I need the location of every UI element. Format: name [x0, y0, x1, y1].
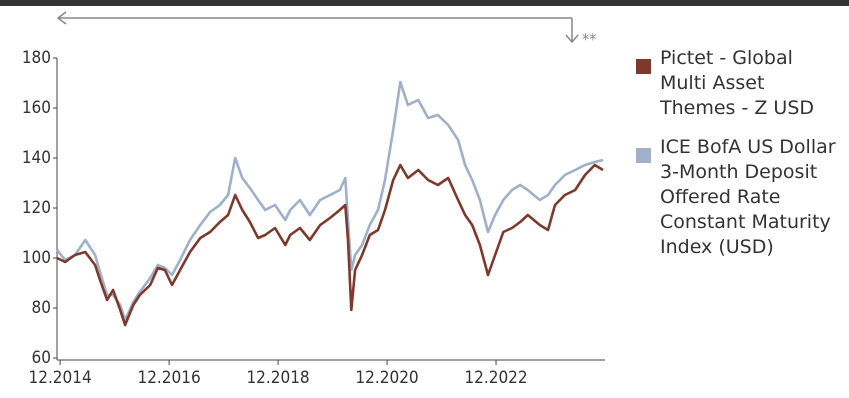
x-tick-label: 12.2022 [464, 368, 527, 388]
x-tick-label: 12.2018 [246, 368, 309, 388]
legend-item: ICE BofA US Dollar 3-Month Deposit Offer… [636, 135, 836, 260]
period-arrow [56, 11, 579, 44]
x-tick-label: 12.2014 [28, 368, 91, 388]
series-line [55, 80, 604, 322]
legend-swatch [636, 59, 651, 74]
legend-swatch [636, 148, 651, 163]
y-tick-label: 100 [22, 248, 51, 268]
x-tick-label: 12.2020 [355, 368, 418, 388]
legend-item: Pictet - Global Multi Asset Themes - Z U… [636, 46, 836, 121]
y-tick-label: 180 [22, 48, 51, 68]
y-tick-label: 140 [22, 148, 51, 168]
y-tick-label: 80 [32, 298, 51, 318]
x-tick-label: 12.2016 [137, 368, 200, 388]
y-tick-label: 160 [22, 98, 51, 118]
legend-label: ICE BofA US Dollar 3-Month Deposit Offer… [660, 136, 836, 258]
legend-label: Pictet - Global Multi Asset Themes - Z U… [660, 47, 815, 119]
legend: Pictet - Global Multi Asset Themes - Z U… [636, 46, 836, 274]
series-line [56, 163, 604, 327]
top-bar [0, 0, 849, 6]
y-tick-label: 60 [32, 348, 51, 368]
annotation: ** [582, 30, 596, 49]
y-tick-label: 120 [22, 198, 51, 218]
